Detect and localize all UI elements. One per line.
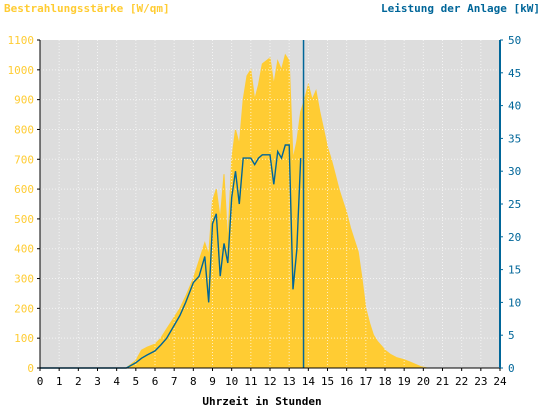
title-left: Bestrahlungsstärke [W/qm] [4,2,170,15]
x-tick-label: 11 [244,375,257,388]
power-line [40,144,302,369]
x-axis-label: Uhrzeit in Stunden [202,395,321,408]
x-tick-label: 3 [94,375,101,388]
x-tick-label: 8 [190,375,197,388]
x-tick-label: 22 [455,375,468,388]
x-tick-label: 15 [321,375,334,388]
plot-area: 0100200300400500600700800900100011000510… [8,34,522,388]
y-tick-label-right: 50 [508,34,521,47]
x-tick-label: 23 [474,375,487,388]
x-tick-label: 10 [225,375,238,388]
y-tick-label-left: 100 [14,332,34,345]
y-tick-label-right: 45 [508,67,521,80]
y-tick-label-right: 20 [508,231,521,244]
y-tick-label-right: 10 [508,296,521,309]
y-tick-label-left: 800 [14,123,34,136]
y-tick-label-left: 1000 [8,64,35,77]
y-tick-label-right: 25 [508,198,521,211]
y-tick-label-left: 600 [14,183,34,196]
x-tick-label: 18 [378,375,391,388]
x-tick-label: 24 [493,375,507,388]
x-tick-label: 20 [417,375,430,388]
x-tick-label: 19 [398,375,411,388]
y-tick-label-right: 0 [508,362,515,375]
y-tick-label-left: 1100 [8,34,35,47]
x-tick-label: 1 [56,375,63,388]
y-tick-label-left: 300 [14,273,34,286]
y-tick-label-right: 40 [508,100,521,113]
x-tick-label: 17 [359,375,372,388]
x-tick-label: 5 [133,375,140,388]
y-tick-label-left: 700 [14,153,34,166]
y-tick-label-left: 900 [14,94,34,107]
y-tick-label-right: 30 [508,165,521,178]
x-tick-label: 7 [171,375,178,388]
x-tick-label: 9 [209,375,216,388]
x-tick-label: 4 [113,375,120,388]
x-tick-label: 13 [283,375,296,388]
x-tick-label: 6 [152,375,159,388]
y-tick-label-left: 200 [14,302,34,315]
y-tick-label-left: 0 [27,362,34,375]
y-tick-label-right: 35 [508,132,521,145]
title-right: Leistung der Anlage [kW] [381,2,540,15]
x-tick-label: 0 [37,375,44,388]
y-tick-label-right: 15 [508,264,521,277]
y-tick-label-left: 500 [14,213,34,226]
y-tick-label-right: 5 [508,329,515,342]
x-tick-label: 21 [436,375,449,388]
x-tick-label: 14 [302,375,316,388]
x-tick-label: 2 [75,375,82,388]
x-tick-label: 12 [263,375,276,388]
y-tick-label-left: 400 [14,243,34,256]
x-tick-label: 16 [340,375,353,388]
